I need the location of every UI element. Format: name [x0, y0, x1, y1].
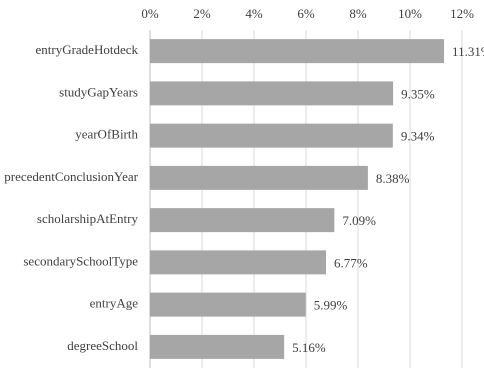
y-tick-label: degreeSchool: [67, 338, 138, 353]
x-tick-label: 12%: [450, 6, 474, 21]
bar: [150, 165, 368, 190]
x-tick-label: 0%: [141, 6, 159, 21]
value-label: 8.38%: [376, 171, 410, 186]
bar: [150, 250, 327, 275]
x-tick-label: 4%: [245, 6, 263, 21]
y-tick-label: entryGradeHotdeck: [35, 42, 138, 57]
value-label: 9.35%: [401, 86, 435, 101]
bar: [150, 334, 285, 359]
bar: [150, 81, 394, 106]
y-tick-label: secondarySchoolType: [23, 253, 138, 268]
bar: [150, 208, 335, 233]
y-tick-label: studyGapYears: [59, 84, 138, 99]
bar: [150, 123, 393, 148]
value-label: 9.34%: [401, 129, 435, 144]
x-tick-label: 8%: [349, 6, 367, 21]
y-tick-label: entryAge: [90, 296, 139, 311]
x-tick-label: 10%: [398, 6, 422, 21]
bar: [150, 292, 306, 317]
value-label: 11.31%: [452, 44, 484, 59]
x-tick-label: 6%: [297, 6, 315, 21]
x-tick-label: 2%: [193, 6, 211, 21]
y-tick-label: yearOfBirth: [75, 127, 138, 142]
y-tick-label: scholarshipAtEntry: [37, 211, 139, 226]
value-label: 7.09%: [342, 213, 376, 228]
y-tick-label: precedentConclusionYear: [4, 169, 138, 184]
value-label: 5.99%: [314, 298, 348, 313]
bar: [150, 39, 445, 64]
value-label: 5.16%: [292, 340, 326, 355]
value-label: 6.77%: [334, 255, 368, 270]
